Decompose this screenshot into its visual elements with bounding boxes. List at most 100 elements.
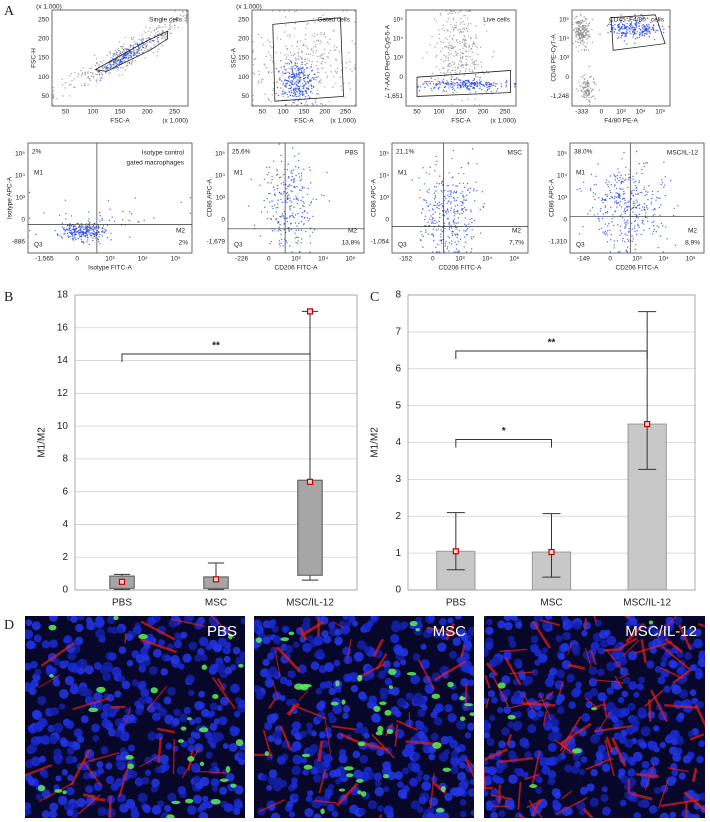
nucleus [163, 696, 172, 705]
event-dot [576, 20, 578, 23]
event-dot [594, 97, 596, 100]
event-dot [72, 229, 74, 231]
event-dot [578, 34, 581, 36]
event-dot [304, 58, 306, 60]
x-tick-label: 10⁵ [509, 256, 519, 263]
event-dot [462, 47, 464, 49]
event-dot [651, 233, 654, 235]
x-tick-label: -149 [577, 256, 590, 263]
event-dot [117, 63, 119, 66]
y-tick-label: 0 [385, 217, 389, 224]
event-dot [109, 64, 112, 66]
nucleus [224, 641, 232, 649]
event-dot [81, 235, 83, 237]
event-dot [278, 143, 280, 145]
event-dot [125, 50, 128, 52]
event-dot [297, 52, 300, 54]
event-dot [315, 79, 317, 81]
event-dot [626, 206, 628, 209]
event-dot [453, 87, 455, 90]
event-dot [479, 86, 482, 88]
y-axis-label: CD86 APC-A [207, 178, 214, 217]
event-dot [617, 23, 619, 26]
red-stain [170, 618, 206, 627]
event-dot [180, 201, 182, 204]
event-dot [122, 74, 124, 76]
event-dot [126, 64, 128, 67]
event-dot [284, 91, 286, 93]
event-dot [301, 211, 304, 214]
event-dot [584, 84, 587, 86]
event-dot [303, 223, 305, 225]
nucleus [467, 679, 474, 687]
event-dot [80, 229, 82, 232]
event-dot [659, 197, 661, 200]
event-dot [288, 72, 291, 75]
event-dot [486, 83, 488, 86]
event-dot [147, 30, 150, 32]
event-dot [451, 233, 453, 235]
event-dot [578, 80, 580, 83]
event-dot [438, 213, 441, 215]
event-dot [281, 74, 284, 76]
event-dot [105, 67, 108, 70]
event-dot [67, 224, 69, 227]
event-dot [620, 213, 623, 216]
event-dot [625, 26, 628, 28]
event-dot [307, 53, 310, 56]
gate-label: Isotype control [142, 150, 185, 157]
event-dot [447, 69, 450, 71]
green-stain [264, 751, 270, 756]
event-dot [271, 230, 274, 232]
event-dot [143, 49, 146, 52]
event-dot [467, 25, 469, 27]
event-dot [110, 239, 112, 241]
event-dot [453, 200, 456, 202]
event-dot [298, 173, 300, 175]
event-dot [295, 198, 297, 200]
event-dot [585, 22, 588, 25]
nucleus [328, 621, 336, 629]
event-dot [146, 44, 148, 47]
event-dot [301, 93, 304, 96]
green-stain [113, 616, 119, 621]
nucleus [240, 617, 245, 625]
nucleus [417, 708, 426, 718]
event-dot [623, 40, 626, 42]
event-dot [463, 206, 466, 209]
event-dot [638, 181, 640, 184]
event-dot [298, 79, 301, 81]
red-stain [211, 676, 236, 710]
nucleus [452, 787, 463, 797]
x-tick-label: 0 [608, 256, 612, 263]
nucleus [100, 747, 108, 755]
event-dot [278, 243, 281, 245]
nucleus [164, 654, 172, 662]
event-dot [85, 233, 88, 235]
green-stain [303, 684, 312, 688]
event-dot [98, 73, 101, 76]
event-dot [300, 64, 302, 66]
event-dot [341, 89, 343, 91]
nucleus [420, 643, 427, 650]
nucleus [170, 654, 180, 665]
event-dot [444, 86, 446, 89]
event-dot [475, 59, 478, 62]
event-dot [448, 196, 450, 198]
event-dot [579, 23, 581, 26]
green-stain [49, 674, 54, 678]
event-dot [453, 29, 455, 31]
nucleus [653, 725, 660, 732]
nucleus [266, 784, 273, 791]
event-dot [609, 251, 612, 253]
event-dot [621, 158, 623, 160]
event-dot [272, 207, 274, 210]
event-dot [604, 206, 606, 208]
event-dot [620, 182, 622, 185]
event-dot [436, 202, 439, 205]
nucleus [151, 778, 160, 788]
event-dot [648, 185, 650, 187]
nucleus [299, 730, 307, 738]
event-dot [657, 197, 660, 199]
event-dot [616, 192, 618, 194]
